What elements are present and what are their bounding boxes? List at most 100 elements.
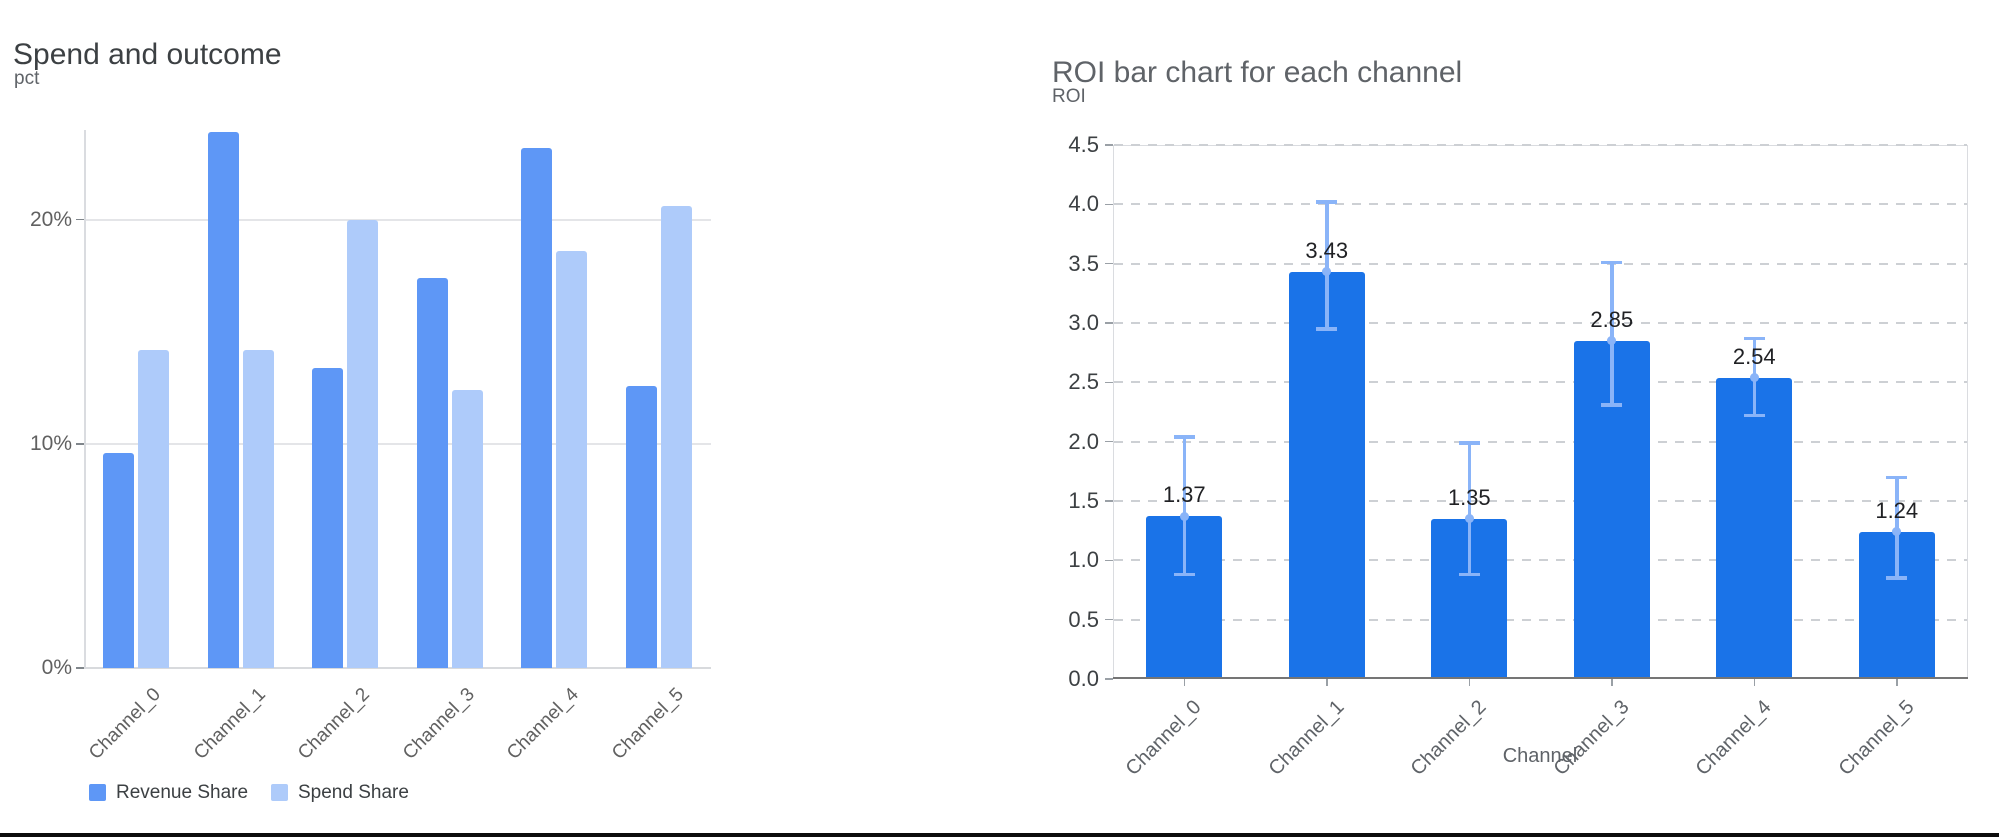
y-gridline-dashed [1114,500,1967,502]
x-axis-line [1113,677,1968,679]
y-gridline-dashed [1114,322,1967,324]
y-tick-mark [1105,559,1113,562]
bar-revenue-share [312,367,344,668]
y-gridline-dashed [1114,559,1967,562]
bar-value-label: 1.37 [1162,482,1206,508]
legend-label-spend-share: Spend Share [298,782,409,803]
roi-bar [1716,377,1793,677]
y-tick-label: 0.0 [1068,666,1099,691]
y-tick-mark [1105,144,1113,146]
y-tick-label: 0% [41,656,72,679]
error-bar-mean-marker [1607,336,1617,346]
error-bar-line [1610,262,1614,405]
x-axis-title: Channel [1502,745,1578,767]
y-tick-mark [1105,440,1113,443]
x-tick-mark [1896,679,1898,686]
bar-value-label: 2.54 [1732,343,1776,369]
y-gridline-dashed [1114,618,1967,621]
chart-title: ROI bar chart for each channel [1052,55,1463,89]
x-tick-mark [1753,679,1755,686]
y-axis-line [84,130,86,668]
y-gridline-dashed [1114,440,1967,443]
x-tick-label: Channel_4 [1691,696,1776,780]
y-tick-label: 2.0 [1068,428,1099,454]
bar-revenue-share [103,452,135,668]
legend-swatch-revenue-share [89,784,106,801]
x-tick-label: Channel_0 [1121,696,1206,780]
y-tick-label: 1.5 [1068,488,1099,513]
y-tick-label: 10% [29,431,72,455]
error-bar-cap-top [1886,475,1908,480]
x-tick-mark [1468,679,1470,686]
error-bar-cap-bottom [1743,413,1765,418]
bar-revenue-share [416,277,448,668]
bar-spend-share [556,251,588,668]
y-tick-label: 4.0 [1068,191,1099,217]
y-tick-mark [1105,500,1113,502]
y-tick-mark [1105,381,1113,384]
y-tick-mark [1105,322,1113,324]
error-bar-cap-top [1173,435,1195,439]
bar-spend-share [347,219,379,668]
error-bar-cap-top [1743,336,1765,341]
y-gridline-dashed [1114,262,1967,265]
y-tick-mark [1105,678,1113,680]
bar-spend-share [138,349,170,668]
y-tick-label: 20% [29,207,72,231]
y-tick-label: 2.5 [1068,369,1099,395]
y-tick-mark [1105,262,1113,265]
y-gridline [84,442,711,445]
page-title: Spend and outcome [13,37,282,71]
x-tick-mark [1326,679,1328,686]
error-bar-cap-top [1601,260,1623,265]
bar-value-label: 3.43 [1305,237,1349,263]
legend-swatch-spend-share [271,784,288,801]
y-tick-mark [1105,203,1113,206]
error-bar-mean-marker [1892,527,1902,537]
y-tick-label: 4.5 [1068,132,1099,157]
bar-revenue-share [207,132,239,668]
y-gridline-dashed [1114,203,1967,206]
x-tick-mark [1611,679,1613,686]
error-bar-cap-bottom [1173,572,1195,577]
x-tick-label: Channel_1 [1264,696,1349,780]
x-tick-mark [1183,679,1185,686]
error-bar-cap-bottom [1886,576,1908,580]
y-tick-mark [1105,618,1113,621]
plot-border [1113,145,1968,679]
y-axis-unit-label: ROI [1052,86,1086,107]
error-bar-mean-marker [1322,267,1332,277]
roi-bar [1288,271,1365,677]
y-tick-label: 3.5 [1068,250,1099,276]
y-tick-label: 3.0 [1068,310,1099,335]
error-bar-cap-bottom [1601,403,1623,407]
bar-value-label: 2.85 [1590,306,1634,332]
y-gridline [84,667,711,669]
error-bar-mean-marker [1749,373,1759,383]
error-bar-mean-marker [1179,511,1189,521]
error-bar-cap-bottom [1316,327,1338,331]
bar-spend-share [660,206,692,668]
error-bar-mean-marker [1464,514,1474,524]
bottom-divider [0,833,1999,837]
y-tick-mark [76,218,84,221]
error-bar-line [1182,436,1186,575]
bar-revenue-share [625,385,657,668]
y-tick-label: 0.5 [1068,606,1099,632]
y-gridline-dashed [1114,144,1967,146]
bar-spend-share [242,349,274,668]
bar-spend-share [451,390,483,668]
error-bar-cap-top [1458,441,1480,445]
error-bar-line [1325,201,1329,329]
y-tick-mark [76,443,84,445]
x-tick-label: Channel_5 [1834,696,1919,780]
y-tick-mark [76,667,84,669]
bar-value-label: 1.35 [1447,484,1491,510]
y-gridline [84,218,711,221]
y-axis-unit-label: pct [14,68,40,89]
y-tick-label: 1.0 [1068,547,1099,573]
bar-value-label: 1.24 [1875,497,1919,523]
legend-label-revenue-share: Revenue Share [116,782,249,803]
error-bar-line [1467,442,1471,575]
